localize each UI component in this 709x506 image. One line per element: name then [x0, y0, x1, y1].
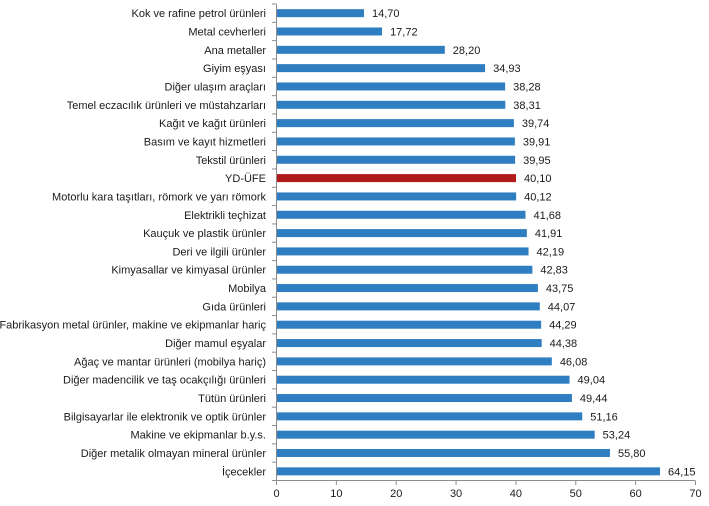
category-labels: Kok ve rafine petrol ürünleri Metal cevhe…	[0, 8, 267, 478]
bar	[277, 9, 364, 18]
bar	[277, 210, 526, 219]
category-label: Mobilya	[228, 283, 267, 295]
bar	[277, 155, 516, 164]
data-label: 28,20	[453, 45, 481, 57]
bars-group	[277, 9, 660, 476]
data-label: 44,38	[550, 338, 578, 350]
x-tick-label: 10	[330, 488, 342, 500]
category-label: Kauçuk ve plastik ürünler	[143, 228, 266, 240]
bar	[277, 247, 529, 256]
bar	[277, 357, 552, 366]
category-label: Diğer ulaşım araçları	[165, 81, 266, 93]
value-labels: 14,70 17,72 28,20 34,93 38,28 38,31 39,74 39,91…	[372, 8, 696, 478]
bar	[277, 394, 572, 403]
category-label: Diğer mamul eşyalar	[165, 338, 266, 350]
data-label: 49,04	[578, 375, 606, 387]
category-label: Makine ve ekipmanlar b.y.s.	[130, 430, 266, 442]
category-label: Diğer metalik olmayan mineral ürünler	[81, 448, 267, 460]
data-label: 39,91	[523, 136, 551, 148]
category-label: Temel eczacılık ürünleri ve müstahzarlar…	[67, 100, 266, 112]
data-label: 42,19	[537, 246, 565, 258]
bar	[277, 339, 542, 348]
category-label: Deri ve ilgili ürünler	[172, 246, 266, 258]
category-label: Kimyasallar ve kimyasal ürünler	[111, 265, 266, 277]
category-label: Gıda ürünleri	[202, 301, 266, 313]
data-label: 34,93	[493, 63, 521, 75]
bar	[277, 284, 538, 293]
category-label: Fabrikasyon metal ürünler, makine ve eki…	[0, 320, 266, 332]
bar	[277, 265, 533, 274]
category-label: Kok ve rafine petrol ürünleri	[131, 8, 266, 20]
category-label: Metal cevherleri	[188, 26, 266, 38]
data-label: 42,83	[540, 265, 568, 277]
category-label: Motorlu kara taşıtları, römork ve yarı r…	[52, 191, 266, 203]
x-tick-label: 30	[450, 488, 462, 500]
bar	[277, 82, 506, 91]
bar	[277, 100, 506, 109]
bar	[277, 64, 486, 73]
data-label: 46,08	[560, 356, 588, 368]
category-label: YD-ÜFE	[225, 173, 266, 185]
data-label: 41,68	[533, 210, 561, 222]
data-label: 39,95	[523, 155, 551, 167]
data-label: 14,70	[372, 8, 400, 20]
data-label: 55,80	[618, 448, 646, 460]
x-tick-label: 20	[390, 488, 402, 500]
x-tick-label: 50	[570, 488, 582, 500]
data-label: 51,16	[590, 411, 618, 423]
category-label: Basım ve kayıt hizmetleri	[144, 136, 266, 148]
bar	[277, 27, 383, 36]
bar	[277, 119, 514, 128]
x-tick-label: 60	[630, 488, 642, 500]
category-label: Kağıt ve kağıt ürünleri	[159, 118, 266, 130]
data-label: 39,74	[522, 118, 550, 130]
data-label: 38,28	[513, 81, 541, 93]
bar	[277, 229, 527, 238]
bar	[277, 320, 542, 329]
x-tick-label: 40	[510, 488, 522, 500]
category-label: Giyim eşyası	[203, 63, 266, 75]
bar	[277, 192, 517, 201]
bar	[277, 375, 570, 384]
data-label: 41,91	[535, 228, 563, 240]
category-label: Diğer madencilik ve taş ocakçılığı ürünl…	[63, 375, 266, 387]
bar	[277, 45, 445, 54]
bar	[277, 467, 660, 476]
data-label: 17,72	[390, 26, 418, 38]
category-label: Ana metaller	[204, 45, 266, 57]
category-label: Elektrikli teçhizat	[184, 210, 266, 222]
y-ticks	[272, 3, 277, 481]
category-label: Tekstil ürünleri	[196, 155, 266, 167]
x-tick-label: 0	[273, 488, 279, 500]
bar	[277, 430, 595, 439]
data-label: 44,07	[548, 301, 576, 313]
category-label: Tütün ürünleri	[198, 393, 266, 405]
x-ticks: 0 10 20 30 40 50 60 70	[273, 480, 702, 500]
data-label: 64,15	[668, 466, 696, 478]
data-label: 38,31	[513, 100, 541, 112]
category-label: Ağaç ve mantar ürünleri (mobilya hariç)	[74, 356, 266, 368]
bar-highlight	[277, 174, 517, 183]
axes	[276, 4, 695, 481]
bar	[277, 449, 610, 458]
data-label: 40,10	[524, 173, 552, 185]
data-label: 53,24	[603, 430, 631, 442]
bar	[277, 302, 540, 311]
data-label: 43,75	[546, 283, 574, 295]
x-tick-label: 70	[689, 488, 701, 500]
data-label: 49,44	[580, 393, 608, 405]
category-label: Bilgisayarlar ile elektronik ve optik ür…	[64, 411, 267, 423]
bar	[277, 412, 583, 421]
category-label: İçecekler	[222, 465, 266, 478]
data-label: 44,29	[549, 320, 577, 332]
data-label: 40,12	[524, 191, 552, 203]
bar	[277, 137, 515, 146]
